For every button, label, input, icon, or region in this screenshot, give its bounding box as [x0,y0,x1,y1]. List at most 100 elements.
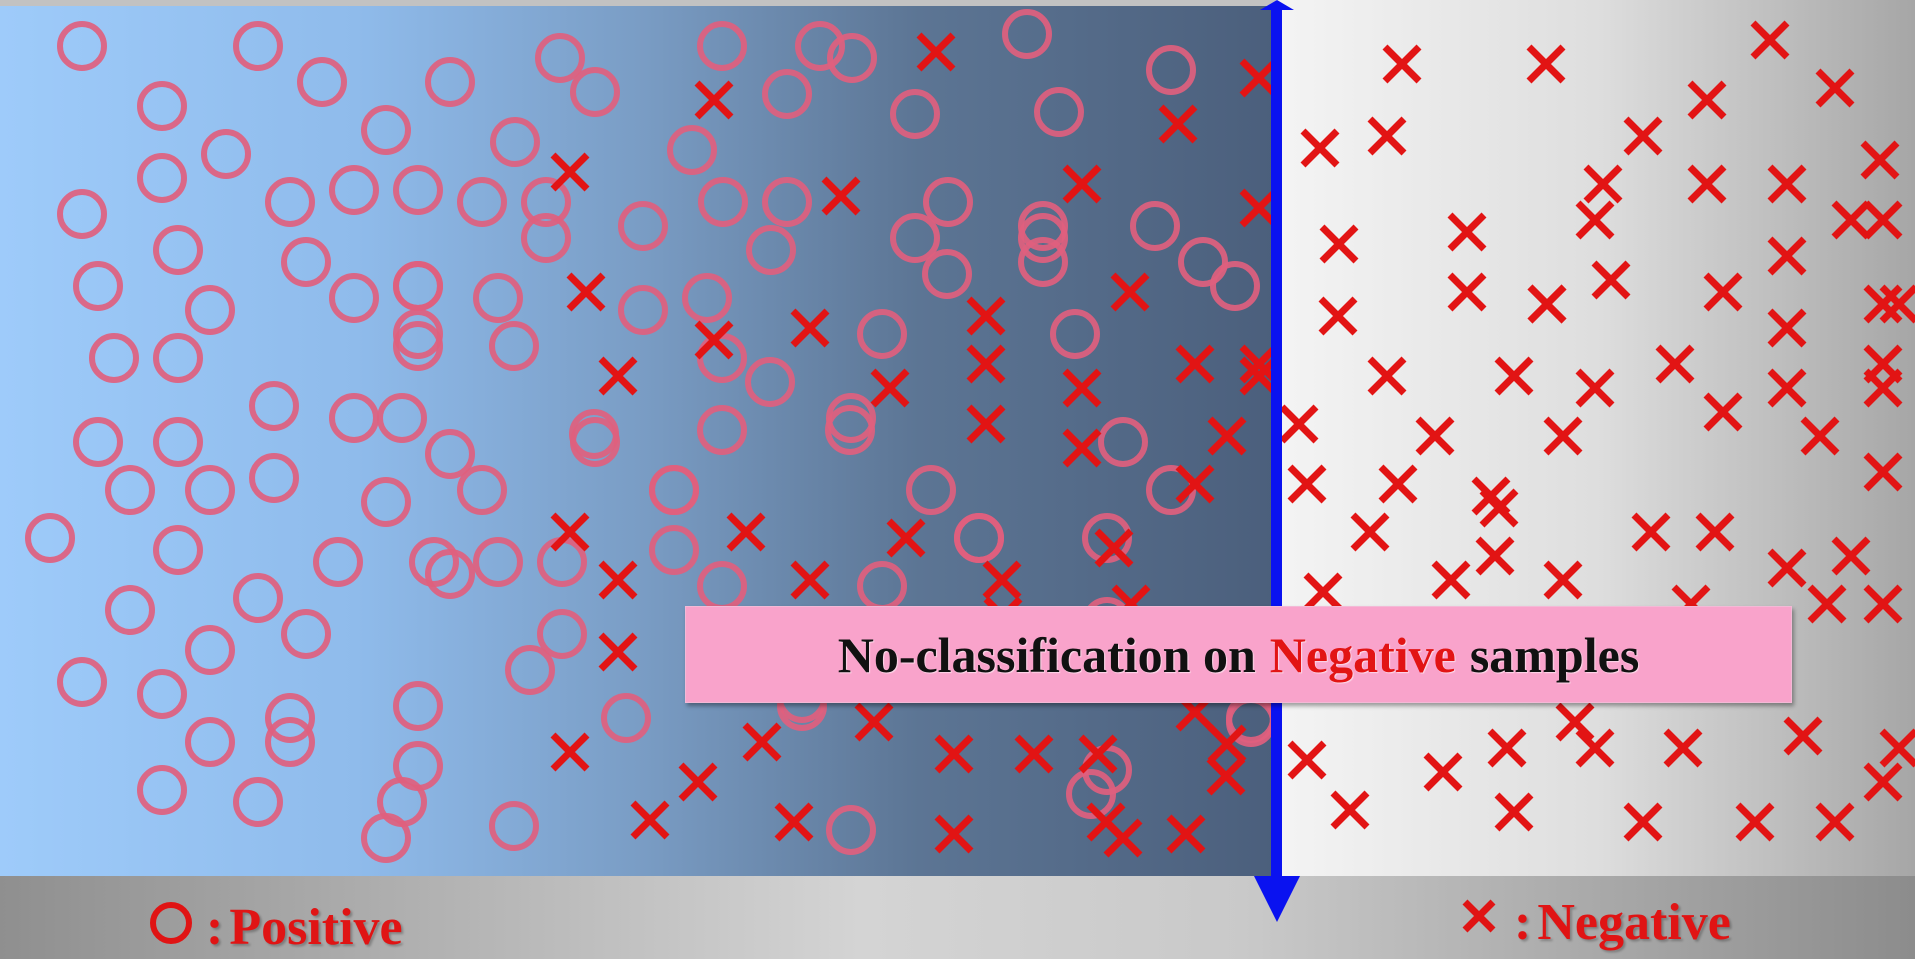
callout-box: No-classification on Negative samples [685,606,1792,703]
negative-marker-icon [1703,392,1743,432]
negative-marker-icon [1663,728,1703,768]
positive-marker-icon [185,625,235,675]
negative-marker-icon [1350,512,1390,552]
positive-marker-icon [505,645,555,695]
negative-marker-icon [1767,308,1807,348]
negative-marker-icon [1767,548,1807,588]
negative-marker-icon [1494,356,1534,396]
positive-marker-icon [1018,237,1068,287]
negative-marker-icon [1494,792,1534,832]
negative-marker-icon [630,800,670,840]
legend-negative-label: Negative [1537,894,1731,951]
positive-marker-icon [1130,201,1180,251]
positive-marker-icon [73,417,123,467]
negative-marker-icon [774,802,814,842]
negative-marker-icon [1575,368,1615,408]
positive-marker-icon [89,333,139,383]
positive-marker-icon [570,67,620,117]
boundary-line [1271,8,1282,884]
negative-marker-icon [1807,584,1847,624]
positive-marker-icon [233,21,283,71]
negative-marker-icon [1103,818,1143,858]
negative-marker-icon [694,80,734,120]
negative-marker-icon [870,368,910,408]
negative-marker-icon [821,176,861,216]
negative-marker-icon [694,320,734,360]
negative-marker-icon [1239,344,1279,384]
negative-marker-icon [1815,68,1855,108]
positive-marker-icon [393,681,443,731]
positive-marker-icon [361,813,411,863]
positive-marker-icon [185,465,235,515]
positive-marker-icon [297,57,347,107]
positive-marker-icon [1034,87,1084,137]
negative-marker-icon [982,560,1022,600]
negative-marker-icon [1378,464,1418,504]
positive-marker-icon [105,585,155,635]
positive-marker-icon [137,669,187,719]
positive-marker-icon [265,177,315,227]
negative-marker-icon [1158,104,1198,144]
positive-marker-icon [105,465,155,515]
positive-marker-icon [618,201,668,251]
negative-marker-icon [1367,356,1407,396]
negative-marker-icon [1431,560,1471,600]
legend-positive-label: Positive [229,899,403,956]
negative-marker-icon [1330,790,1370,830]
negative-marker-icon [1526,44,1566,84]
negative-marker-icon [742,722,782,762]
positive-marker-icon [393,321,443,371]
negative-marker-icon [1062,164,1102,204]
positive-marker-icon [618,285,668,335]
negative-marker-icon [1831,536,1871,576]
negative-marker-icon [1287,464,1327,504]
negative-marker-icon [598,632,638,672]
negative-marker-icon [1583,164,1623,204]
positive-marker-icon [185,717,235,767]
negative-marker-icon [1750,20,1790,60]
positive-marker-icon [57,21,107,71]
negative-marker-icon [1078,734,1118,774]
legend-negative-colon: : [1514,894,1532,951]
positive-marker-icon [649,525,699,575]
negative-marker-icon [886,518,926,558]
negative-marker-icon [1800,416,1840,456]
positive-marker-icon [473,273,523,323]
negative-marker-icon [1318,296,1358,336]
positive-marker-icon [329,273,379,323]
positive-marker-icon [890,89,940,139]
positive-marker-icon [457,177,507,227]
boundary-arrow-bottom-icon [1254,876,1300,922]
negative-marker-icon [598,560,638,600]
positive-marker-icon [906,465,956,515]
negative-marker-icon [1831,200,1871,240]
top-strip [0,0,1276,6]
negative-marker-icon [934,734,974,774]
negative-marker-icon [1279,404,1319,444]
positive-marker-icon [795,21,845,71]
negative-marker-icon [966,296,1006,336]
negative-marker-icon [1655,344,1695,384]
positive-marker-icon [393,261,443,311]
negative-marker-icon [1166,814,1206,854]
positive-marker-icon [425,549,475,599]
positive-marker-icon [1018,213,1068,263]
positive-marker-icon [361,477,411,527]
positive-marker-icon [746,225,796,275]
positive-marker-icon [521,177,571,227]
callout-suffix: samples [1469,626,1640,683]
negative-marker-icon [1367,116,1407,156]
positive-marker-icon [826,393,876,443]
positive-marker-icon [425,429,475,479]
positive-marker-icon [667,125,717,175]
negative-marker-icon [1863,762,1903,802]
negative-marker-icon [1863,284,1903,324]
negative-marker-icon [1767,236,1807,276]
positive-marker-icon [249,381,299,431]
positive-marker-icon [923,177,973,227]
negative-marker-icon [790,308,830,348]
negative-marker-icon [1014,734,1054,774]
negative-marker-icon [1382,44,1422,84]
